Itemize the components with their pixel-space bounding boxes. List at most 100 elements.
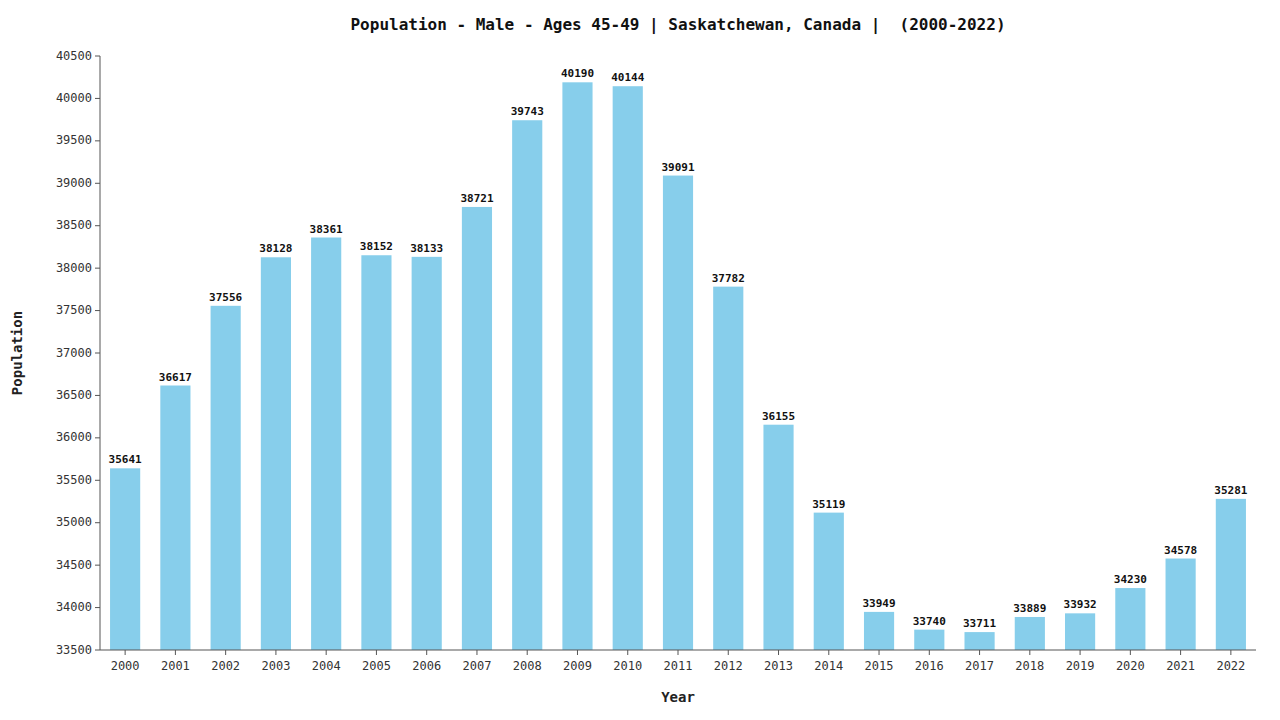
y-tick <box>95 480 100 481</box>
bar <box>713 287 743 650</box>
bar <box>110 468 140 650</box>
data-label: 39091 <box>661 161 694 174</box>
bar <box>864 612 894 650</box>
data-label: 38152 <box>360 240 393 253</box>
data-label: 36617 <box>159 371 192 384</box>
bar <box>613 86 643 650</box>
y-tick-label: 34000 <box>56 600 92 614</box>
y-tick <box>95 395 100 396</box>
y-tick-label: 39500 <box>56 133 92 147</box>
x-tick <box>175 650 176 655</box>
y-tick <box>95 225 100 226</box>
y-tick-label: 35000 <box>56 515 92 529</box>
bar <box>311 238 341 650</box>
data-label: 33889 <box>1013 602 1046 615</box>
y-tick-label: 34500 <box>56 558 92 572</box>
x-tick <box>929 650 930 655</box>
x-tick-label: 2010 <box>613 659 642 673</box>
y-tick <box>95 353 100 354</box>
x-tick <box>376 650 377 655</box>
chart-title: Population - Male - Ages 45-49 | Saskatc… <box>350 15 1005 35</box>
bar <box>361 255 391 650</box>
bar <box>412 257 442 650</box>
x-tick <box>426 650 427 655</box>
bars <box>110 82 1246 650</box>
data-labels: 3564136617375563812838361381523813338721… <box>109 67 1248 630</box>
bar <box>160 386 190 650</box>
data-label: 35119 <box>812 498 845 511</box>
bar <box>663 176 693 650</box>
x-tick-label: 2014 <box>814 659 843 673</box>
data-label: 33711 <box>963 617 996 630</box>
bar <box>1166 559 1196 650</box>
y-tick-label: 38500 <box>56 218 92 232</box>
data-label: 33740 <box>913 615 946 628</box>
x-tick <box>627 650 628 655</box>
x-tick-label: 2017 <box>965 659 994 673</box>
y-tick <box>95 140 100 141</box>
x-tick-label: 2001 <box>161 659 190 673</box>
x-tick <box>979 650 980 655</box>
x-tick <box>275 650 276 655</box>
y-tick <box>95 565 100 566</box>
data-label: 38128 <box>259 242 292 255</box>
data-label: 33932 <box>1064 598 1097 611</box>
x-tick-label: 2012 <box>714 659 743 673</box>
bar <box>1216 499 1246 650</box>
x-tick <box>879 650 880 655</box>
x-tick-label: 2016 <box>915 659 944 673</box>
x-tick <box>577 650 578 655</box>
x-tick-label: 2007 <box>463 659 492 673</box>
chart-svg: 3564136617375563812838361381523813338721… <box>0 0 1280 720</box>
x-tick-label: 2015 <box>865 659 894 673</box>
data-label: 36155 <box>762 410 795 423</box>
bar <box>1015 617 1045 650</box>
y-axis: 3350034000345003500035500360003650037000… <box>56 49 100 657</box>
data-label: 35281 <box>1214 484 1247 497</box>
x-tick-label: 2008 <box>513 659 542 673</box>
bar <box>914 630 944 650</box>
bar <box>261 257 291 650</box>
y-tick <box>95 650 100 651</box>
bar <box>562 82 592 650</box>
x-tick <box>828 650 829 655</box>
y-tick-label: 37000 <box>56 346 92 360</box>
x-axis: 2000 2001 2002 2003 2004 2005 2006 2007 2008 2009… <box>100 650 1256 673</box>
bar <box>964 632 994 650</box>
x-tick-label: 2013 <box>764 659 793 673</box>
y-tick-label: 40500 <box>56 49 92 63</box>
y-tick-label: 39000 <box>56 176 92 190</box>
data-label: 38133 <box>410 242 443 255</box>
x-tick <box>1180 650 1181 655</box>
x-tick <box>527 650 528 655</box>
y-tick <box>95 310 100 311</box>
y-tick <box>95 56 100 57</box>
x-tick-label: 2002 <box>211 659 240 673</box>
bar <box>211 306 241 650</box>
x-tick-label: 2005 <box>362 659 391 673</box>
data-label: 38721 <box>460 192 493 205</box>
x-tick <box>476 650 477 655</box>
x-tick-label: 2000 <box>111 659 140 673</box>
x-tick-label: 2006 <box>412 659 441 673</box>
bar <box>814 513 844 650</box>
x-axis-title: Year <box>661 689 695 705</box>
x-tick-label: 2003 <box>261 659 290 673</box>
data-label: 40144 <box>611 71 644 84</box>
y-tick-label: 37500 <box>56 303 92 317</box>
bar <box>462 207 492 650</box>
y-tick-label: 35500 <box>56 473 92 487</box>
y-tick <box>95 98 100 99</box>
data-label: 37556 <box>209 291 242 304</box>
x-tick <box>1230 650 1231 655</box>
x-tick-label: 2004 <box>312 659 341 673</box>
data-label: 33949 <box>862 597 895 610</box>
data-label: 34578 <box>1164 544 1197 557</box>
x-tick-label: 2009 <box>563 659 592 673</box>
data-label: 37782 <box>712 272 745 285</box>
x-tick <box>728 650 729 655</box>
x-tick <box>1029 650 1030 655</box>
y-tick-label: 36500 <box>56 388 92 402</box>
bar <box>763 425 793 650</box>
y-axis-title: Population <box>9 311 25 395</box>
